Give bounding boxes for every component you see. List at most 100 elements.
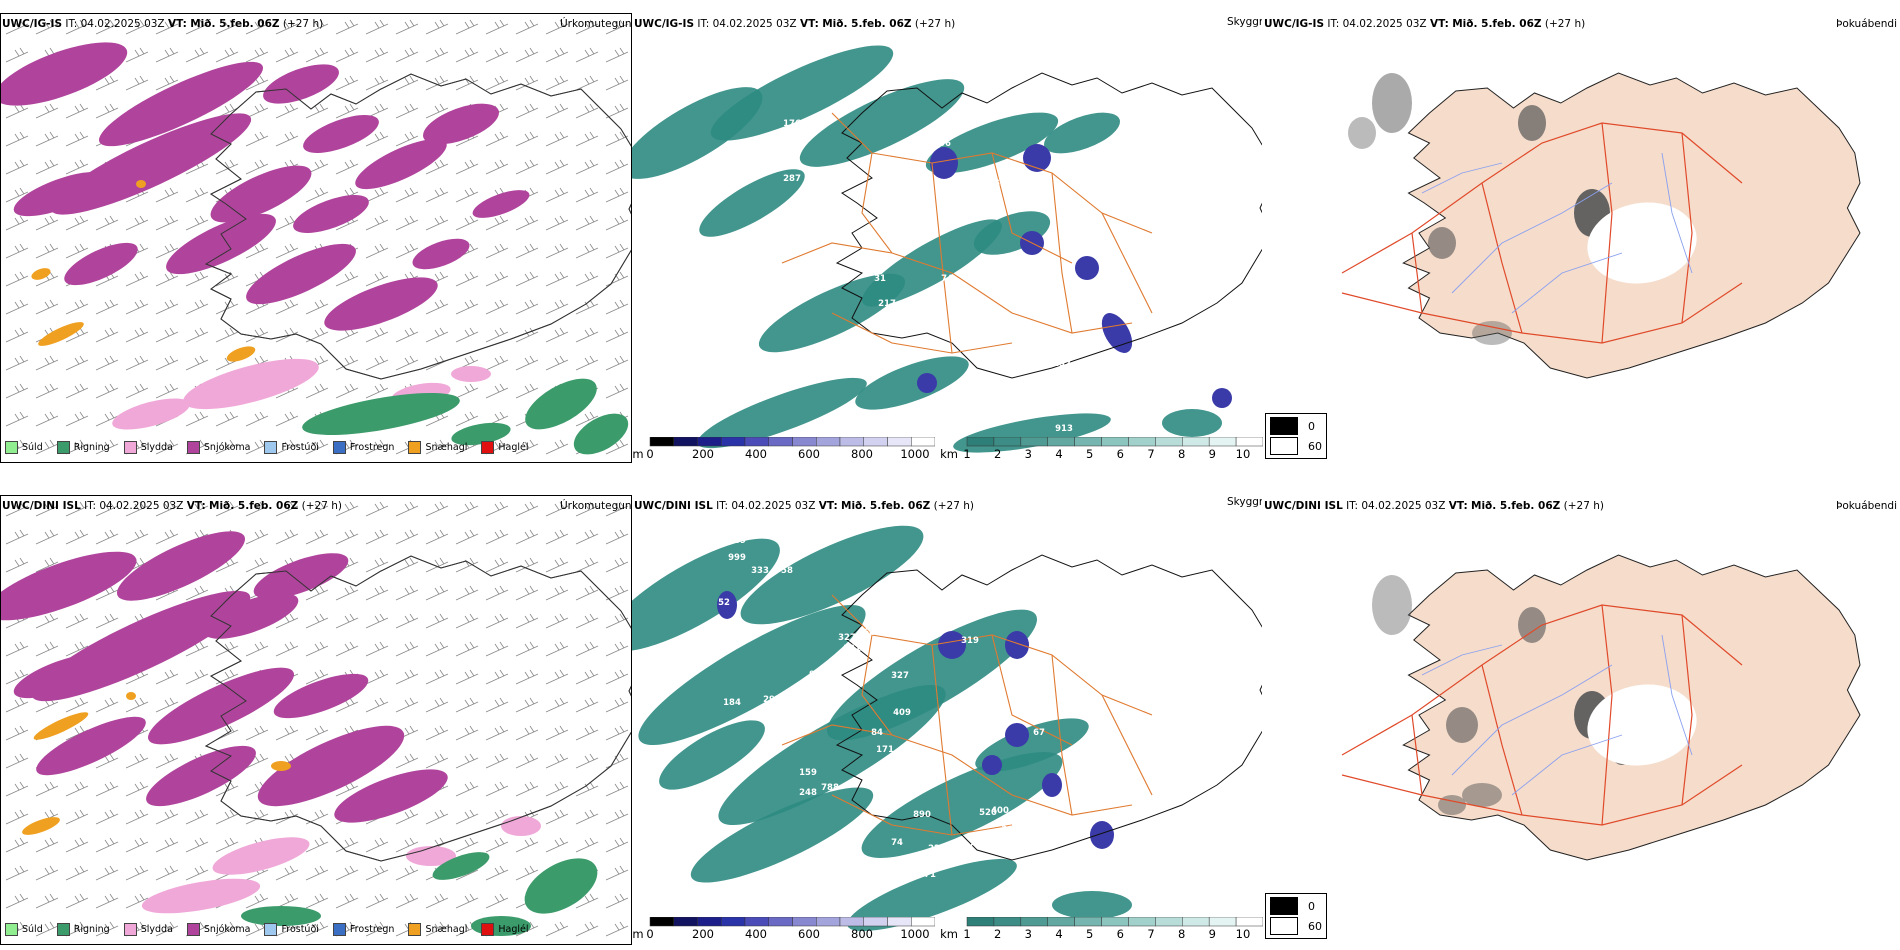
colorbar-swatch (966, 437, 995, 447)
colorbar-swatch (697, 437, 722, 447)
snow-area-8 (203, 593, 299, 639)
road-5 (1051, 654, 1073, 816)
vis-value-label: 52 (718, 598, 730, 608)
colorbar-tick: 7 (1147, 447, 1155, 461)
rain-area-2 (451, 422, 511, 446)
precip-title-top: Úrkomutegund (560, 18, 639, 30)
colorbar-swatch (673, 437, 698, 447)
km-colorbar-ticks-bottom: km 1 2 3 4 5 6 7 8 9 10 (940, 927, 1263, 941)
colorbar-tick: 2 (993, 447, 1002, 461)
river-1 (1511, 252, 1623, 314)
road-6 (931, 162, 953, 354)
legend-swatch (408, 923, 422, 936)
legend-swatch (123, 441, 137, 454)
colorbar-swatch (839, 437, 864, 447)
vis-title-top: Skyggni (1227, 16, 1269, 28)
snow-area-11 (210, 165, 312, 223)
colorbar-tick: 9 (1208, 927, 1216, 941)
vis-value-label: 74 (941, 274, 953, 284)
very-low-vis-area-1 (938, 631, 966, 659)
road-network (781, 112, 1153, 354)
legend-item: Rigning (56, 441, 110, 454)
river-network (1421, 152, 1693, 314)
low-vis-area-2 (799, 79, 965, 167)
snow-area-0 (1, 42, 128, 106)
fog-map-top (1262, 13, 1900, 463)
vis-value-label: 409 (893, 708, 911, 718)
vis-value-label: 24 (900, 750, 912, 760)
colorbar-tick: 800 (851, 447, 873, 461)
colorbar-tick: 800 (851, 927, 873, 941)
snow-area-14 (13, 171, 109, 217)
vis-value-label: 400 (991, 806, 1009, 816)
colorbar-swatch (768, 437, 793, 447)
vis-value-label: 67 (1033, 728, 1045, 738)
colorbar-swatch (993, 917, 1022, 927)
colorbar-tick: 9 (1208, 447, 1216, 461)
river-3 (1421, 644, 1503, 676)
legend-item: Snæhagl (408, 923, 467, 936)
vis-value-label: 197 (820, 204, 838, 214)
km-colorbar-swatches-bottom (966, 917, 1263, 927)
very-low-vis-area-6 (1212, 388, 1232, 408)
vis-value-label: 941 (809, 670, 827, 680)
sleet-area-1 (141, 878, 261, 914)
legend-item: Snjókoma (186, 923, 251, 936)
height-colorbar-swatches-top (649, 437, 935, 447)
fog-index-area-0 (1372, 575, 1412, 635)
colorbar-swatch (721, 917, 746, 927)
legend-swatch (5, 441, 18, 454)
legend-item: Frostúði (264, 441, 319, 454)
vis-value-label: 203 (961, 588, 979, 598)
colorbar-swatch (1074, 437, 1102, 447)
legend-label: Snjókoma (203, 924, 251, 935)
colorbar-swatch (744, 917, 769, 927)
legend-swatch (481, 923, 495, 936)
colorbar-swatch (1182, 917, 1210, 927)
legend-item: Slydda (123, 923, 173, 936)
colorbar-swatch (887, 437, 912, 447)
very-low-vis-area-1 (1023, 144, 1051, 172)
snow-area-5 (148, 667, 294, 745)
colorbar-swatch (1235, 437, 1263, 447)
fog-title-bottom: Þokuábendi (1836, 500, 1897, 512)
fog-index-area-4 (1446, 707, 1478, 743)
vis-value-label: 71 (924, 870, 936, 880)
colorbar-swatch (1182, 437, 1210, 447)
colorbar-tick: 600 (798, 447, 820, 461)
legend-item: Rigning (56, 923, 110, 936)
fog-index-area-5 (1462, 783, 1502, 807)
legend-swatch (408, 441, 422, 454)
road-network (1341, 122, 1743, 344)
legend-label: Snjókoma (203, 442, 251, 453)
low-vis-area-1 (740, 525, 924, 625)
colorbar-unit: m (632, 447, 644, 461)
colorbar-swatch (1074, 917, 1102, 927)
road-3 (991, 634, 1073, 746)
very-low-vis-area-5 (1090, 821, 1114, 849)
snow-area-13 (472, 190, 530, 218)
colorbar-swatch (993, 437, 1022, 447)
snow-area-6 (166, 213, 276, 275)
vis-value-label: 287 (783, 174, 801, 184)
road-3 (1601, 122, 1613, 344)
colorbar-swatch (1235, 917, 1263, 927)
precip-header-bottom: UWC/DINI ISL IT: 04.02.2025 03Z VT: Mið.… (2, 500, 342, 512)
low-vis-area-9 (855, 356, 969, 410)
vis-panel-bottom: 989 999 333 758 203 52 327 664 131 319 941 327 184 29… (632, 495, 1262, 945)
precip-panel-top: Súld Rigning Slydda Snjókoma Frostúði Frostre… (0, 13, 632, 463)
fog-header-bottom: UWC/DINI ISL IT: 04.02.2025 03Z VT: Mið.… (1264, 500, 1604, 512)
road-network (1341, 604, 1743, 826)
colorbar-tick: 6 (1116, 927, 1124, 941)
snow-pellet-area-2 (271, 761, 291, 771)
colorbar-swatch (1020, 917, 1048, 927)
legend-item: Slydda (123, 441, 173, 454)
river-2 (1661, 634, 1693, 756)
fog-scale-max-swatch (1270, 437, 1298, 455)
vis-value-label: 99 (955, 748, 967, 758)
vis-value-label: 986 (848, 419, 866, 429)
road-4 (1681, 132, 1693, 324)
colorbar-swatch (721, 437, 746, 447)
road-1 (1341, 282, 1743, 344)
snow-area-11 (146, 745, 256, 807)
